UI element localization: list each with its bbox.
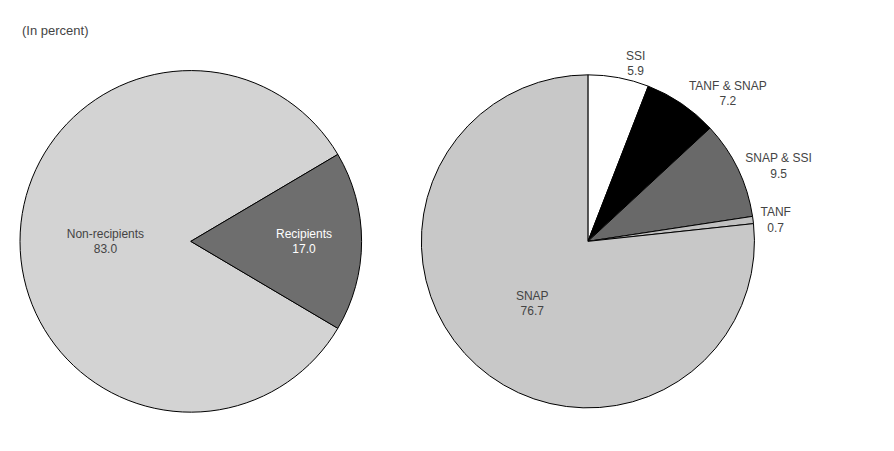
svg-text:SNAP & SSI9.5: SNAP & SSI9.5 (745, 151, 811, 181)
svg-text:TANF0.7: TANF0.7 (760, 205, 790, 235)
svg-text:SSI5.9: SSI5.9 (626, 49, 645, 79)
svg-text:SNAP76.7: SNAP76.7 (516, 289, 549, 319)
svg-text:(In percent): (In percent) (22, 23, 88, 38)
svg-text:Recipients17.0: Recipients17.0 (276, 227, 332, 257)
svg-text:TANF & SNAP7.2: TANF & SNAP7.2 (689, 79, 767, 109)
svg-text:Non-recipients83.0: Non-recipients83.0 (67, 227, 144, 257)
